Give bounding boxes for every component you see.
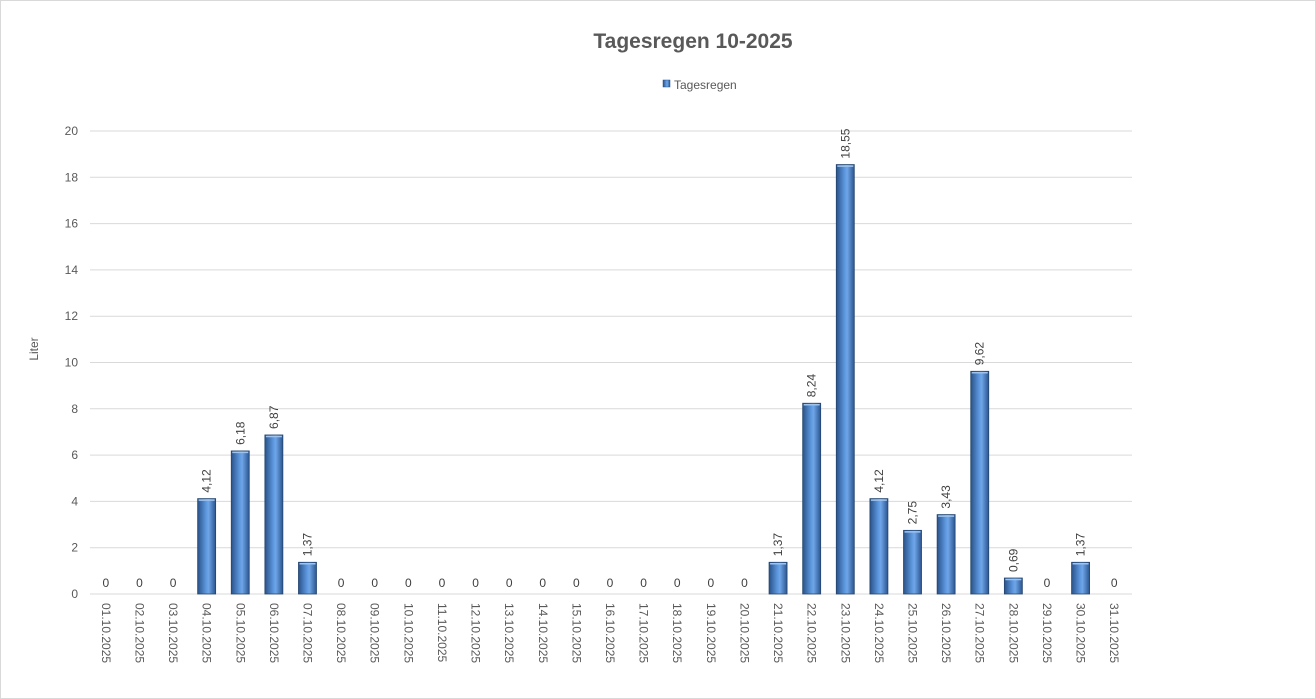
bar-25.10.2025 bbox=[903, 529, 922, 595]
data-label-11.10.2025: 0 bbox=[439, 576, 446, 590]
x-tick-22.10.2025: 22.10.2025 bbox=[805, 603, 819, 663]
legend: Tagesregen bbox=[662, 78, 737, 92]
data-label-18.10.2025: 0 bbox=[674, 576, 681, 590]
y-axis-label: Liter bbox=[27, 337, 41, 360]
data-label-19.10.2025: 0 bbox=[707, 576, 714, 590]
y-tick-18: 18 bbox=[65, 170, 79, 184]
data-label-01.10.2025: 0 bbox=[102, 576, 109, 590]
y-tick-16: 16 bbox=[65, 217, 79, 231]
bar-27.10.2025 bbox=[970, 370, 990, 595]
x-tick-02.10.2025: 02.10.2025 bbox=[132, 603, 146, 663]
data-label-12.10.2025: 0 bbox=[472, 576, 479, 590]
data-label-23.10.2025: 18,55 bbox=[838, 128, 852, 158]
bar-26.10.2025 bbox=[936, 514, 956, 595]
x-tick-03.10.2025: 03.10.2025 bbox=[166, 603, 180, 663]
y-tick-labels: 0 2 4 6 8 10 12 14 16 18 20 bbox=[65, 124, 79, 601]
x-tick-11.10.2025: 11.10.2025 bbox=[435, 603, 449, 662]
x-tick-21.10.2025: 21.10.2025 bbox=[771, 603, 785, 663]
bar-22.10.2025 bbox=[802, 402, 822, 595]
data-label-28.10.2025: 0,69 bbox=[1006, 548, 1020, 572]
x-tick-27.10.2025: 27.10.2025 bbox=[973, 603, 987, 663]
x-tick-14.10.2025: 14.10.2025 bbox=[536, 603, 550, 663]
data-label-21.10.2025: 1,37 bbox=[771, 533, 785, 557]
bar-07.10.2025 bbox=[298, 561, 317, 595]
x-tick-28.10.2025: 28.10.2025 bbox=[1006, 603, 1020, 663]
bar-30.10.2025 bbox=[1071, 561, 1090, 595]
data-label-09.10.2025: 0 bbox=[371, 576, 378, 590]
bar-04.10.2025 bbox=[197, 498, 217, 595]
bar-06.10.2025 bbox=[264, 434, 284, 595]
bar-23.10.2025 bbox=[835, 164, 855, 595]
x-tick-30.10.2025: 30.10.2025 bbox=[1074, 603, 1088, 663]
data-label-02.10.2025: 0 bbox=[136, 576, 143, 590]
bar-21.10.2025 bbox=[768, 561, 788, 595]
bar-24.10.2025 bbox=[869, 498, 889, 595]
bar-28.10.2025 bbox=[1003, 577, 1023, 595]
x-tick-05.10.2025: 05.10.2025 bbox=[233, 603, 247, 663]
data-label-13.10.2025: 0 bbox=[506, 576, 513, 590]
y-tick-6: 6 bbox=[71, 448, 78, 462]
x-tick-12.10.2025: 12.10.2025 bbox=[469, 603, 483, 663]
x-tick-16.10.2025: 16.10.2025 bbox=[603, 603, 617, 663]
data-label-17.10.2025: 0 bbox=[640, 576, 647, 590]
y-tick-2: 2 bbox=[71, 541, 78, 555]
x-tick-13.10.2025: 13.10.2025 bbox=[502, 603, 516, 663]
x-tick-29.10.2025: 29.10.2025 bbox=[1040, 603, 1054, 663]
bars bbox=[197, 164, 1090, 595]
data-label-20.10.2025: 0 bbox=[741, 576, 748, 590]
x-tick-18.10.2025: 18.10.2025 bbox=[670, 603, 684, 663]
x-tick-25.10.2025: 25.10.2025 bbox=[906, 603, 920, 663]
legend-label: Tagesregen bbox=[674, 78, 737, 92]
data-label-08.10.2025: 0 bbox=[338, 576, 345, 590]
legend-swatch bbox=[662, 79, 671, 88]
gridlines bbox=[90, 130, 1132, 595]
data-label-27.10.2025: 9,62 bbox=[973, 342, 987, 366]
y-tick-12: 12 bbox=[65, 309, 79, 323]
x-tick-08.10.2025: 08.10.2025 bbox=[334, 603, 348, 663]
data-label-10.10.2025: 0 bbox=[405, 576, 412, 590]
data-label-25.10.2025: 2,75 bbox=[906, 501, 920, 525]
x-tick-31.10.2025: 31.10.2025 bbox=[1107, 603, 1121, 663]
x-tick-23.10.2025: 23.10.2025 bbox=[838, 603, 852, 663]
data-label-03.10.2025: 0 bbox=[170, 576, 177, 590]
data-label-26.10.2025: 3,43 bbox=[939, 485, 953, 509]
x-tick-labels: 01.10.2025 02.10.2025 03.10.2025 04.10.2025… bbox=[99, 603, 1121, 663]
x-tick-04.10.2025: 04.10.2025 bbox=[200, 603, 214, 663]
x-tick-20.10.2025: 20.10.2025 bbox=[737, 603, 751, 663]
bar-05.10.2025 bbox=[230, 450, 250, 595]
x-tick-06.10.2025: 06.10.2025 bbox=[267, 603, 281, 663]
x-tick-19.10.2025: 19.10.2025 bbox=[704, 603, 718, 663]
x-tick-15.10.2025: 15.10.2025 bbox=[569, 603, 583, 663]
x-tick-09.10.2025: 09.10.2025 bbox=[368, 603, 382, 663]
data-label-14.10.2025: 0 bbox=[539, 576, 546, 590]
data-label-05.10.2025: 6,18 bbox=[233, 421, 247, 445]
y-tick-4: 4 bbox=[71, 494, 78, 508]
x-tick-10.10.2025: 10.10.2025 bbox=[401, 603, 415, 663]
data-label-22.10.2025: 8,24 bbox=[805, 374, 819, 398]
data-label-04.10.2025: 4,12 bbox=[200, 469, 214, 493]
data-label-24.10.2025: 4,12 bbox=[872, 469, 886, 493]
data-label-07.10.2025: 1,37 bbox=[300, 533, 314, 557]
data-label-15.10.2025: 0 bbox=[573, 576, 580, 590]
x-tick-01.10.2025: 01.10.2025 bbox=[99, 603, 113, 663]
x-tick-07.10.2025: 07.10.2025 bbox=[300, 603, 314, 663]
data-label-30.10.2025: 1,37 bbox=[1074, 533, 1088, 557]
data-label-06.10.2025: 6,87 bbox=[267, 405, 281, 429]
x-tick-24.10.2025: 24.10.2025 bbox=[872, 603, 886, 663]
x-tick-26.10.2025: 26.10.2025 bbox=[939, 603, 953, 663]
y-tick-8: 8 bbox=[71, 402, 78, 416]
data-label-31.10.2025: 0 bbox=[1111, 576, 1118, 590]
data-labels: 0 0 0 4,12 6,18 6,87 1,37 0 0 0 0 0 0 0 0 0 0 0 0 0 1,37 8,24… bbox=[102, 128, 1117, 590]
x-tick-17.10.2025: 17.10.2025 bbox=[637, 603, 651, 663]
y-tick-20: 20 bbox=[65, 124, 79, 138]
data-label-29.10.2025: 0 bbox=[1044, 576, 1051, 590]
chart-title: Tagesregen 10-2025 bbox=[593, 30, 793, 53]
data-label-16.10.2025: 0 bbox=[607, 576, 614, 590]
y-tick-14: 14 bbox=[65, 263, 79, 277]
y-tick-0: 0 bbox=[71, 587, 78, 601]
y-tick-10: 10 bbox=[65, 356, 79, 370]
